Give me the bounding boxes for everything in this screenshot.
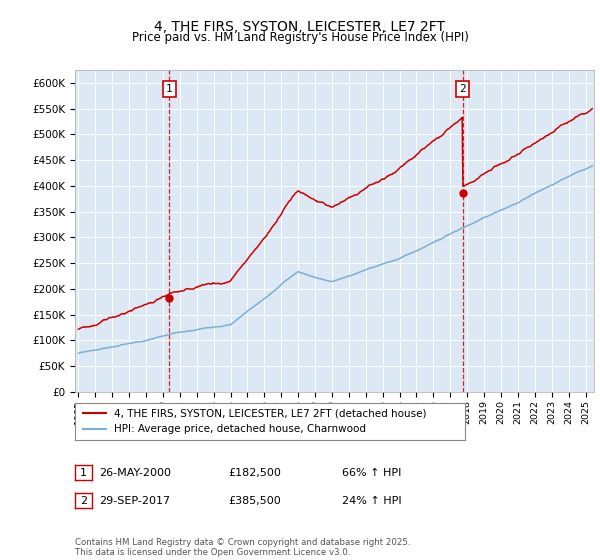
Text: £385,500: £385,500 [228, 496, 281, 506]
Text: £182,500: £182,500 [228, 468, 281, 478]
Text: 2: 2 [80, 496, 87, 506]
Text: 4, THE FIRS, SYSTON, LEICESTER, LE7 2FT: 4, THE FIRS, SYSTON, LEICESTER, LE7 2FT [155, 20, 445, 34]
Text: 1: 1 [80, 468, 87, 478]
Text: 4, THE FIRS, SYSTON, LEICESTER, LE7 2FT (detached house): 4, THE FIRS, SYSTON, LEICESTER, LE7 2FT … [114, 408, 427, 418]
Text: Price paid vs. HM Land Registry's House Price Index (HPI): Price paid vs. HM Land Registry's House … [131, 31, 469, 44]
Text: 29-SEP-2017: 29-SEP-2017 [99, 496, 170, 506]
Text: 24% ↑ HPI: 24% ↑ HPI [342, 496, 401, 506]
Text: 26-MAY-2000: 26-MAY-2000 [99, 468, 171, 478]
Text: Contains HM Land Registry data © Crown copyright and database right 2025.
This d: Contains HM Land Registry data © Crown c… [75, 538, 410, 557]
Text: HPI: Average price, detached house, Charnwood: HPI: Average price, detached house, Char… [114, 424, 366, 435]
Text: 2: 2 [460, 85, 466, 94]
Text: 1: 1 [166, 85, 173, 94]
Text: 66% ↑ HPI: 66% ↑ HPI [342, 468, 401, 478]
